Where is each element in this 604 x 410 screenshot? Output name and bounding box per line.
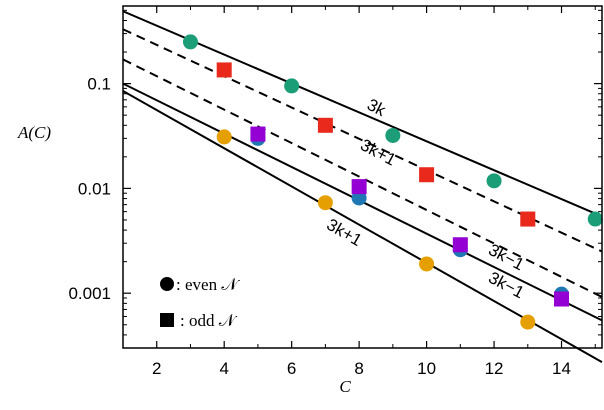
x-tick-label: 12	[485, 359, 504, 378]
fit-line-label: 3k−1	[485, 240, 527, 274]
legend-entry-even: : even 𝒩	[176, 275, 240, 294]
data-point-circle	[317, 195, 333, 211]
legend-square-marker	[160, 313, 174, 327]
data-point-circle	[351, 190, 367, 206]
y-tick-label: 0.01	[78, 179, 111, 198]
data-point-circle	[284, 78, 300, 94]
data-points	[182, 34, 603, 330]
data-point-square	[351, 179, 367, 195]
data-point-circle	[182, 34, 198, 50]
y-tick-label: 0.1	[87, 75, 111, 94]
data-point-square	[554, 291, 570, 307]
legend-entry-odd: : odd 𝒩	[180, 311, 238, 330]
data-point-circle	[419, 256, 435, 272]
fit-line-label: 3k+1	[323, 215, 365, 250]
x-tick-label: 14	[552, 359, 571, 378]
data-point-square	[520, 211, 536, 227]
data-point-circle	[520, 314, 536, 330]
data-point-square	[216, 62, 232, 78]
fit-line-solid	[122, 10, 603, 218]
data-point-circle	[216, 129, 232, 145]
data-point-square	[452, 237, 468, 253]
x-tick-label: 8	[354, 359, 363, 378]
x-tick-label: 6	[287, 359, 296, 378]
legend-circle-marker	[160, 277, 174, 291]
x-tick-label: 2	[152, 359, 161, 378]
data-point-square	[317, 117, 333, 133]
fit-line-solid	[122, 90, 603, 363]
fit-line-dashed	[122, 58, 603, 298]
legend: : even 𝒩 : odd 𝒩	[160, 275, 240, 330]
data-point-square	[419, 167, 435, 183]
data-point-square	[250, 126, 266, 142]
x-axis-title: C	[339, 377, 351, 396]
data-point-circle	[385, 127, 401, 143]
x-tick-label: 10	[417, 359, 436, 378]
axis-ticks: 2 4 6 8 10 12 14 0.001 0.01 0.1	[68, 6, 602, 378]
x-tick-label: 4	[219, 359, 228, 378]
y-tick-label: 0.001	[68, 284, 111, 303]
data-point-circle	[587, 211, 603, 227]
data-point-circle	[486, 173, 502, 189]
plot-frame	[122, 5, 603, 349]
y-axis-title: A(C)	[17, 123, 51, 142]
